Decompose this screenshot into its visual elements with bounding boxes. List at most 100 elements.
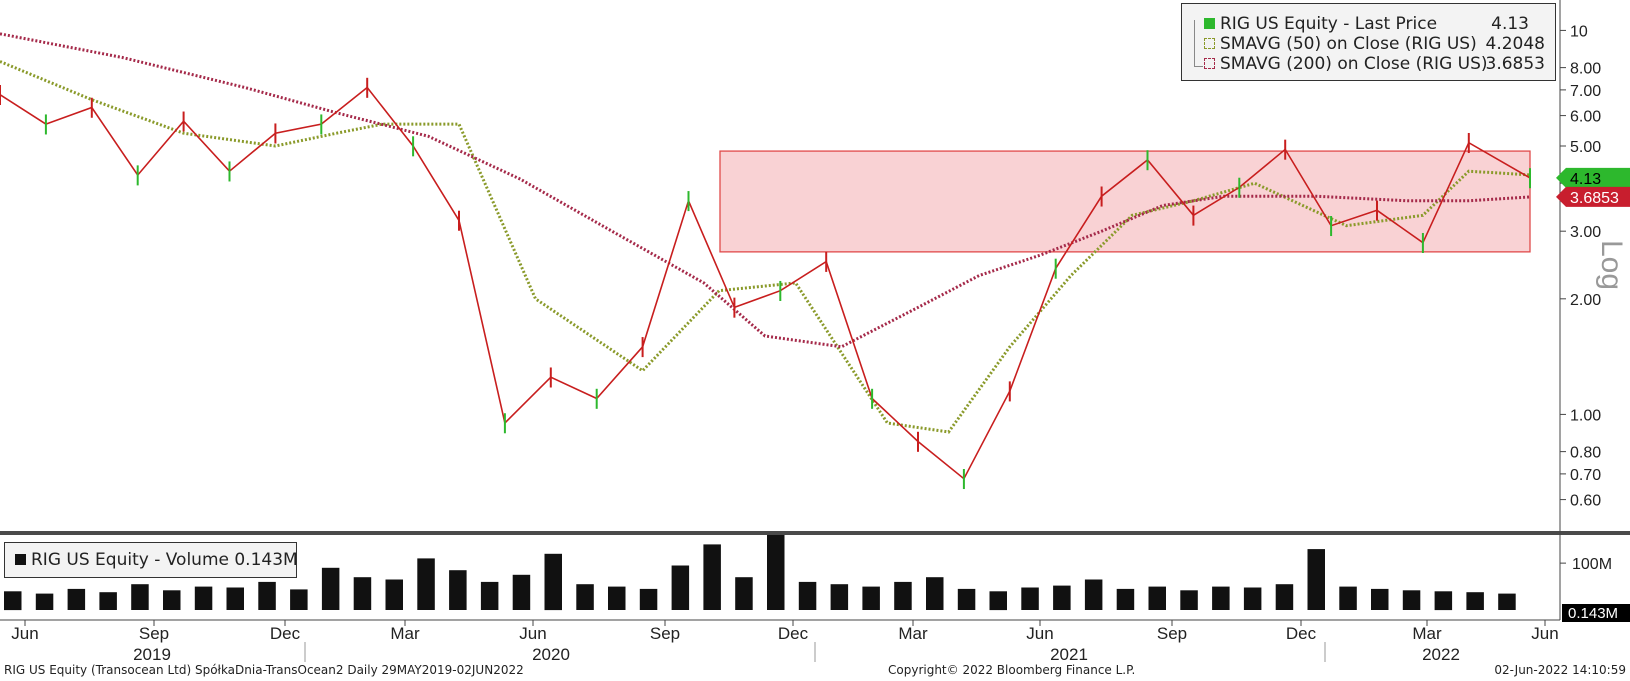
x-year-label: 2019 [133,645,171,664]
volume-bar [544,553,562,611]
volume-bar [608,586,626,610]
legend-item-sma200[interactable]: SMAVG (200) on Close (RIG US) 3.6853 [1182,54,1555,74]
legend-item-sma50[interactable]: SMAVG (50) on Close (RIG US) 4.2048 [1182,34,1555,54]
sma200-tag-bg [1556,186,1630,207]
volume-bar [1084,579,1103,610]
x-month-label: Dec [778,624,809,643]
volume-bar [639,588,658,610]
volume-legend[interactable]: RIG US Equity - Volume 0.143M [4,542,298,578]
volume-tick-label: 100M [1572,556,1612,573]
volume-bar [671,565,690,610]
volume-last-tag-bg [1562,604,1630,622]
volume-bar [926,577,944,610]
volume-bar [1466,592,1484,610]
volume-bar [449,570,467,610]
x-month-label: Mar [898,624,928,643]
volume-bar [862,586,880,610]
legend-value: 3.6853 [1485,54,1545,74]
y-tick-label: 1.00 [1570,407,1601,424]
volume-bar [1021,587,1039,610]
footer-right: 02-Jun-2022 14:10:59 [1494,663,1626,677]
y-tick-label: 6.00 [1570,109,1601,126]
x-month-label: Jun [11,624,38,643]
volume-swatch [15,554,26,565]
volume-bar [1402,590,1421,610]
last-price-tag-bg [1556,167,1630,188]
x-month-label: Sep [1157,624,1187,643]
volume-bar [1307,549,1325,610]
sma200-line [0,32,1531,349]
x-month-label: Jun [519,624,546,643]
legend-value: 4.13 [1491,14,1529,34]
volume-bar [1339,586,1357,610]
volume-bar [894,581,912,610]
legend-item-last-price[interactable]: RIG US Equity - Last Price 4.13 [1182,14,1555,34]
x-month-label: Mar [1412,624,1442,643]
last-price-tag: 4.13 [1570,171,1601,188]
x-month-label: Mar [390,624,420,643]
volume-bar [1212,586,1230,610]
volume-bar [1116,588,1135,610]
panel-separator [0,531,1630,535]
legend-value: 4.2048 [1485,34,1545,54]
legend-tree-line [1194,20,1203,67]
volume-legend-label: RIG US Equity - Volume 0.143M [31,550,298,570]
legend-swatch-sma50 [1204,38,1215,49]
x-month-label: Jun [1531,624,1558,643]
x-year-label: 2022 [1422,645,1460,664]
volume-bar [353,577,372,610]
volume-last-tag: 0.143M [1568,605,1618,622]
volume-bar [163,590,181,610]
y-tick-label: 3.00 [1570,224,1601,241]
volume-bar [735,577,753,610]
volume-bar [1243,587,1262,610]
y-tick-label: 0.70 [1570,467,1601,484]
volume-bar [321,567,340,610]
y-tick-label: 8.00 [1570,61,1601,78]
volume-bar [194,586,213,610]
sma200-tag: 3.6853 [1570,190,1619,207]
volume-bar [1434,591,1453,611]
volume-bar [385,579,403,610]
x-month-label: Dec [270,624,301,643]
volume-bar [830,584,849,610]
x-month-label: Sep [650,624,680,643]
x-month-label: Sep [139,624,169,643]
x-month-label: Jun [1026,624,1053,643]
volume-bar [67,588,86,610]
volume-bar [1053,585,1071,610]
x-year-label: 2020 [532,645,570,664]
y-tick-label: 0.80 [1570,445,1601,462]
x-month-label: Dec [1286,624,1317,643]
volume-bar [703,544,721,610]
legend-swatch-sma200 [1204,58,1215,69]
volume-bar [35,593,54,610]
volume-bar [576,584,594,610]
legend-label: SMAVG (50) on Close (RIG US) [1220,34,1477,54]
volume-bar [131,584,149,610]
volume-bar [1148,586,1166,610]
legend-label: RIG US Equity - Last Price [1220,14,1438,34]
y-tick-label: 2.00 [1570,292,1601,309]
y-tick-label: 7.00 [1570,83,1601,100]
last-price-line [0,86,1531,480]
y-tick-label: 5.00 [1570,139,1601,156]
legend-label: SMAVG (200) on Close (RIG US) [1220,54,1488,74]
legend: RIG US Equity - Last Price 4.13 SMAVG (5… [1181,3,1556,81]
volume-bar [798,581,817,610]
volume-bar [480,581,499,610]
volume-bar [4,591,22,611]
legend-swatch-last-price [1204,18,1215,29]
volume-bar [512,574,531,610]
volume-bar [957,588,976,610]
y-tick-label: 10 [1570,23,1588,40]
volume-bar [226,587,244,610]
footer-left: RIG US Equity (Transocean Ltd) SpółkaDni… [4,663,524,677]
range-band [719,150,1531,253]
volume-bar [99,592,117,610]
volume-bar [1498,593,1516,610]
volume-bar [1180,590,1198,610]
y-tick-label: 0.60 [1570,493,1601,510]
volume-bar [258,581,276,610]
